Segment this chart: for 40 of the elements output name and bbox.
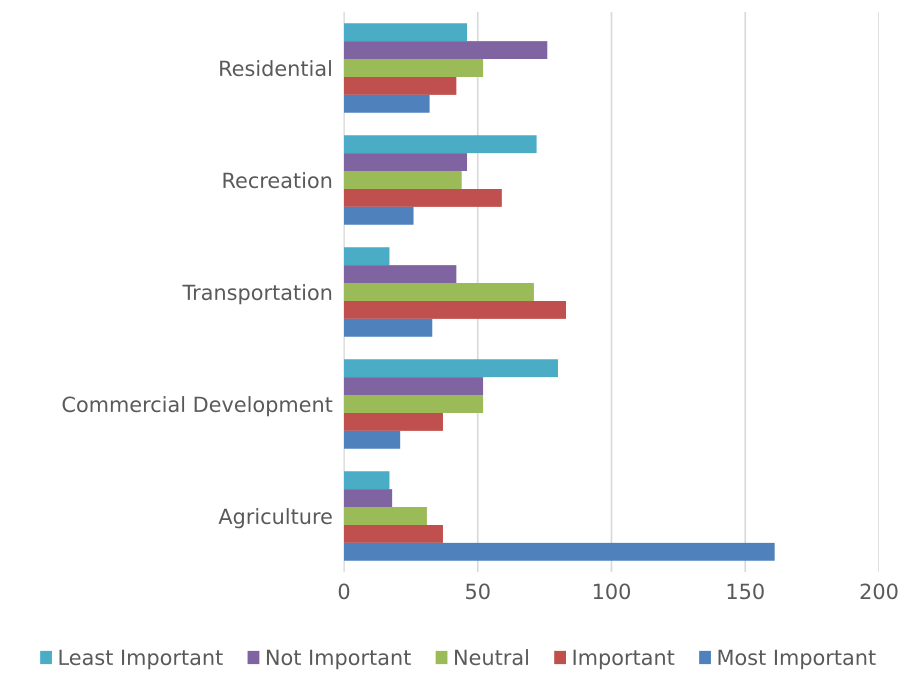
bar [344,188,502,207]
bar [344,318,432,337]
x-tick-label: 50 [466,583,490,600]
x-tick-label: 100 [594,583,630,600]
y-tick-label: Agriculture [218,508,332,528]
bar [344,76,456,95]
bar [344,412,443,431]
x-tick-label: 150 [728,583,764,600]
bar [344,395,484,413]
y-tick-label: Residential [220,60,331,76]
bar [344,377,484,396]
bar [344,359,558,378]
bar [344,507,427,525]
y-tick-label: Transportation [182,284,332,304]
bar [344,23,468,42]
bar [344,247,390,266]
bar [344,430,400,449]
legend-label: Neutral [455,649,528,666]
legend-label: Not Important [266,650,411,670]
bar [344,489,392,508]
y-tick-label: Commercial Development [62,396,332,416]
x-tick-label: 0 [338,583,350,600]
x-tick-label: 200 [860,583,898,600]
y-tick-label: Recreation [224,172,332,188]
bar [344,542,775,561]
legend-label: Least Important [60,650,223,670]
legend-label: Important [574,650,674,670]
bar [344,135,537,154]
bar [344,265,456,284]
bar [344,524,443,543]
bar [344,206,414,225]
bar [344,59,484,77]
bar [344,300,566,319]
legend-label: Most Important [718,650,876,670]
bar [344,283,534,301]
bar [344,41,548,60]
bar [344,94,430,113]
bar [344,171,462,189]
bar [344,153,468,172]
bar [344,471,390,490]
